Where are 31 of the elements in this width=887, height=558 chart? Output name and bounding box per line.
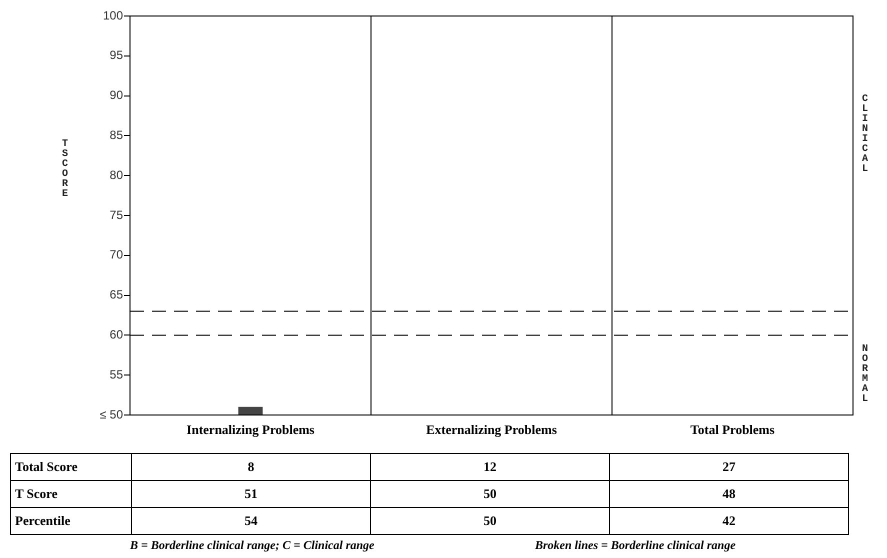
y-tick-label: 65	[110, 288, 124, 302]
text: 50	[370, 508, 610, 534]
y-tick-label: 85	[110, 128, 124, 142]
text: CLINICAL	[862, 94, 870, 175]
x-tick-label: Total Problems	[690, 422, 775, 438]
text: 27	[610, 454, 848, 480]
x-tick-label: Internalizing Problems	[186, 422, 314, 438]
y-tick-label: 90	[110, 88, 124, 102]
y-tick-label: 75	[110, 208, 124, 222]
text: B = Borderline clinical range; C = Clinical range	[130, 538, 374, 553]
y-tick-label: ≤ 50	[100, 407, 124, 422]
text: 8	[132, 454, 370, 480]
text: NORMAL	[862, 344, 870, 405]
text: T Score	[10, 480, 132, 508]
y-axis-title: T SCORE	[62, 139, 70, 200]
x-tick-label: Externalizing Problems	[426, 422, 557, 438]
y-tick-label: 70	[110, 248, 124, 262]
text: 54	[132, 508, 370, 534]
y-tick-label: 55	[110, 367, 124, 382]
y-tick-label: 100	[102, 8, 124, 22]
text: 51	[132, 480, 370, 508]
y-tick-label: 60	[110, 328, 124, 342]
text: Total Score	[10, 454, 132, 480]
text: Broken lines = Borderline clinical range	[535, 538, 736, 553]
text: 50	[370, 480, 610, 508]
text: 42	[610, 508, 848, 534]
text: 12	[370, 454, 610, 480]
y-tick-label: 80	[110, 168, 124, 182]
y-tick-label: 95	[110, 48, 124, 62]
text: 48	[610, 480, 848, 508]
text: Percentile	[10, 508, 132, 534]
